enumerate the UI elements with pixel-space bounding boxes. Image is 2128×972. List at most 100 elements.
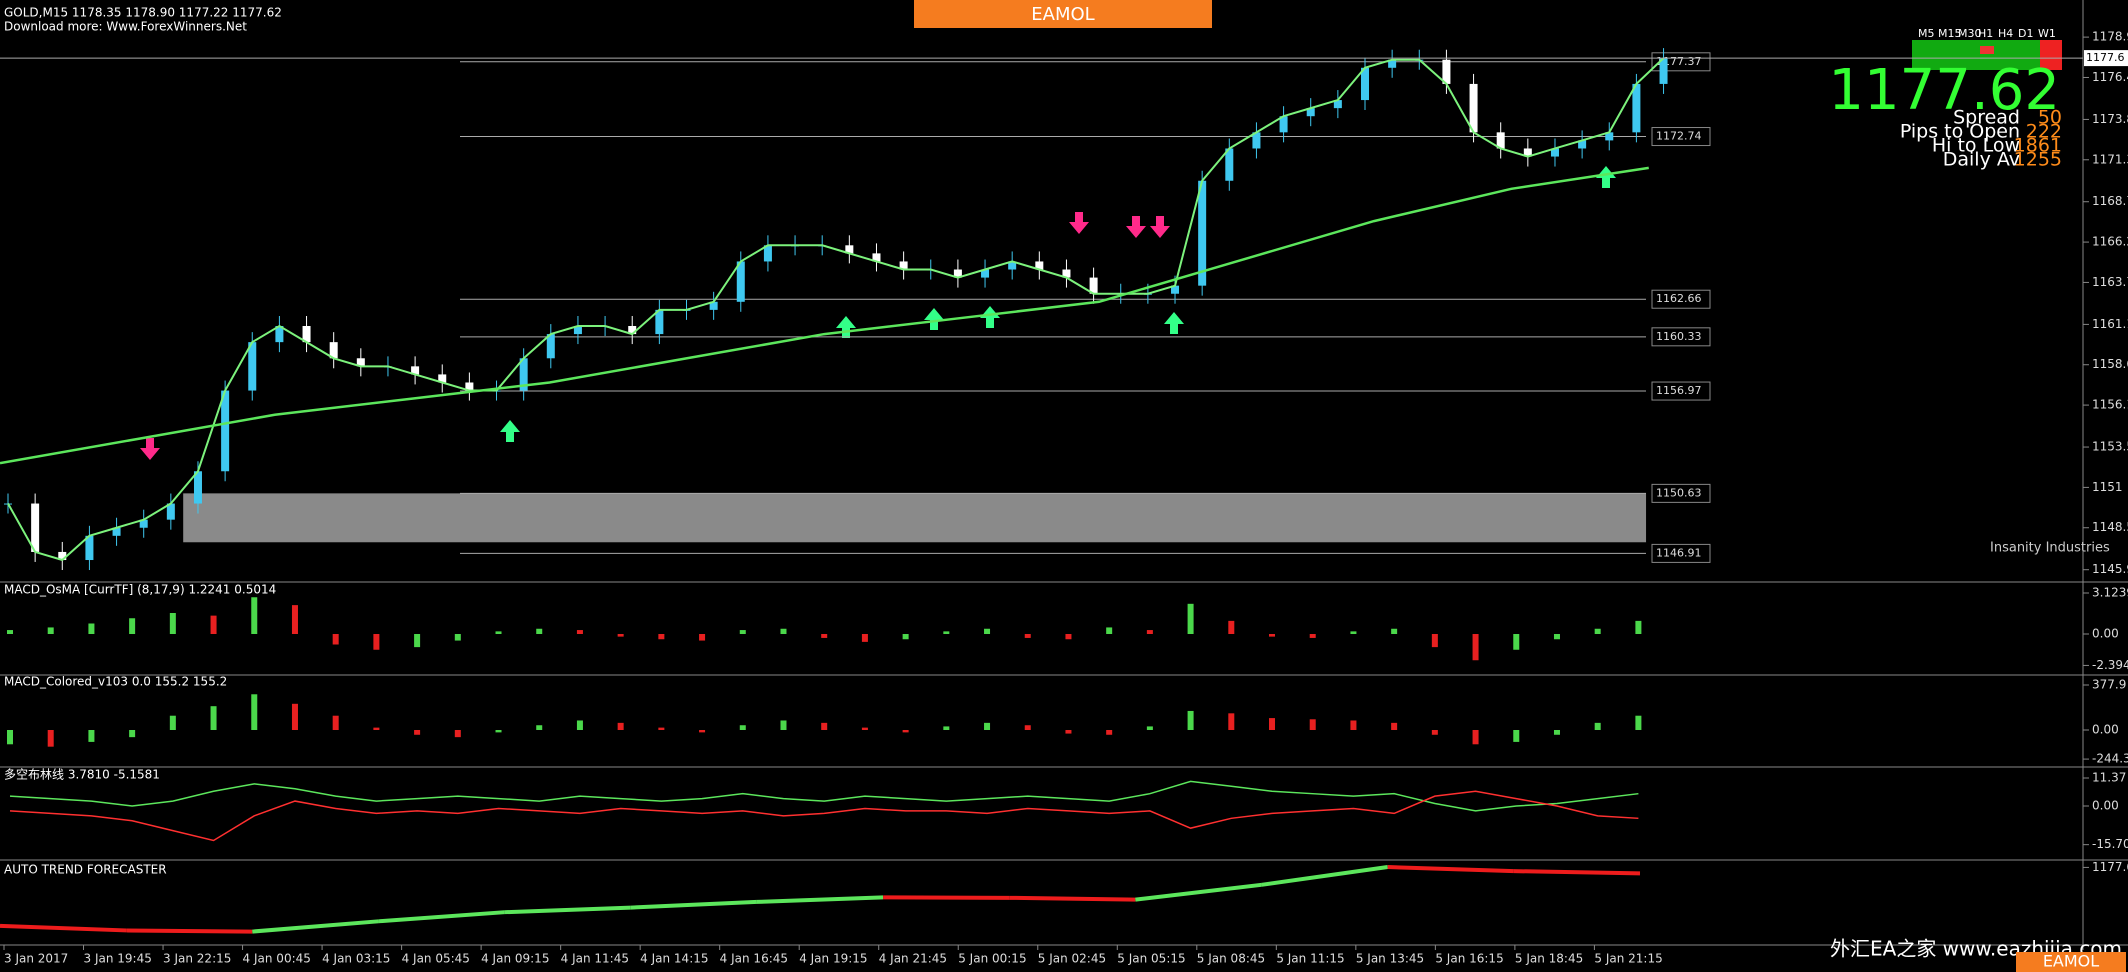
histogram-bar <box>414 730 421 735</box>
trend-segment <box>0 923 127 933</box>
histogram-bar <box>984 722 991 730</box>
candle <box>1171 285 1180 294</box>
candle <box>1225 148 1234 181</box>
histogram-bar <box>1431 634 1438 648</box>
candle <box>411 366 420 375</box>
pane-title: 多空布林线 3.7810 -5.1581 <box>4 768 160 782</box>
candle <box>139 519 148 528</box>
histogram-bar <box>739 630 746 634</box>
histogram-bar <box>495 730 502 733</box>
candle <box>1252 132 1261 149</box>
histogram-bar <box>699 634 706 641</box>
candle <box>1198 180 1207 286</box>
candle <box>845 245 854 254</box>
histogram-bar <box>1472 634 1479 661</box>
pane-title: MACD_OsMA [CurrTF] (8,17,9) 1.2241 0.501… <box>4 583 276 597</box>
candle <box>166 503 175 520</box>
candle <box>465 382 474 391</box>
fast-ma <box>7 57 1665 562</box>
histogram-bar <box>658 727 665 730</box>
candle <box>31 503 40 552</box>
histogram-bar <box>902 730 909 733</box>
histogram-bar <box>861 727 868 730</box>
level-label: 1150.63 <box>1656 486 1702 499</box>
tf-label: W1 <box>2038 27 2056 40</box>
y-tick-label: 1145.9 <box>2092 562 2128 576</box>
trend-segment <box>378 910 505 924</box>
level-tag <box>1651 483 1711 503</box>
histogram-bar <box>1635 620 1642 634</box>
trend-segment <box>504 905 631 915</box>
tf-label: M30 <box>1958 27 1982 40</box>
logo-text: EAMOL <box>2043 952 2099 971</box>
histogram-bar <box>1065 634 1072 640</box>
x-tick-label: 4 Jan 00:45 <box>243 952 311 966</box>
histogram-bar <box>332 715 339 730</box>
level-tag <box>1651 52 1711 72</box>
histogram-bar <box>1391 628 1398 634</box>
trend-segment <box>1261 865 1388 887</box>
histogram-bar <box>373 634 380 650</box>
x-tick-label: 5 Jan 21:15 <box>1594 952 1662 966</box>
histogram-bar <box>780 628 787 634</box>
y-tick-label: 0.00 <box>2092 799 2119 813</box>
histogram-bar <box>1024 725 1031 730</box>
y-tick-label: 11.37 <box>2092 771 2126 785</box>
y-tick-label: 1178.9 <box>2092 30 2128 44</box>
candle <box>1035 261 1044 270</box>
big-price: 1177.62 <box>1828 58 2060 123</box>
candle <box>519 358 528 391</box>
histogram-bar <box>943 631 950 634</box>
x-tick-label: 5 Jan 13:45 <box>1356 952 1424 966</box>
y-tick-label: 1171.3 <box>2092 152 2128 166</box>
histogram-bar <box>251 694 258 730</box>
y-tick-label: 1163.7 <box>2092 275 2128 289</box>
y-tick-label: 1148.5 <box>2092 520 2128 534</box>
zone <box>183 493 1647 543</box>
histogram-bar <box>454 730 461 738</box>
candle <box>1469 83 1478 133</box>
histogram-bar <box>821 634 828 638</box>
trend-segment <box>126 928 253 934</box>
histogram-bar <box>1391 722 1398 730</box>
histogram-bar <box>1106 627 1113 634</box>
histogram-bar <box>495 631 502 634</box>
info-label: Spread <box>1953 107 2020 129</box>
x-tick-label: 4 Jan 09:15 <box>481 952 549 966</box>
histogram-bar <box>251 597 258 634</box>
symbol-line: GOLD,M15 1178.35 1178.90 1177.22 1177.62 <box>4 6 282 20</box>
x-tick-label: 4 Jan 16:45 <box>720 952 788 966</box>
x-tick-label: 5 Jan 18:45 <box>1515 952 1583 966</box>
histogram-bar <box>291 703 298 730</box>
candle <box>302 326 311 343</box>
y-tick-label: 1151 <box>2092 480 2123 494</box>
tf-label: H1 <box>1978 27 1993 40</box>
candle <box>58 551 67 561</box>
candle <box>85 535 94 561</box>
x-tick-label: 5 Jan 05:15 <box>1117 952 1185 966</box>
y-tick-label: 1158.6 <box>2092 357 2128 371</box>
tf-cell <box>2040 40 2062 70</box>
brand: Insanity Industries <box>1990 541 2110 556</box>
candle <box>1279 116 1288 133</box>
candle <box>356 358 365 367</box>
x-tick-label: 5 Jan 00:15 <box>958 952 1026 966</box>
info-label: Daily Av <box>1943 149 2020 171</box>
histogram-bar <box>1024 634 1031 638</box>
candle <box>1550 148 1559 157</box>
histogram-bar <box>47 627 54 634</box>
histogram-bar <box>658 634 665 640</box>
histogram-bar <box>210 706 217 730</box>
histogram-bar <box>1431 730 1438 735</box>
x-tick-label: 5 Jan 16:15 <box>1435 952 1503 966</box>
histogram-bar <box>88 623 95 634</box>
histogram-bar <box>7 730 13 745</box>
histogram-bar <box>739 725 746 730</box>
histogram-bar <box>129 618 136 634</box>
banner-text: EAMOL <box>1031 4 1094 25</box>
x-tick-label: 3 Jan 2017 <box>4 952 68 966</box>
x-tick-label: 5 Jan 11:15 <box>1276 952 1344 966</box>
candle <box>1578 140 1587 149</box>
